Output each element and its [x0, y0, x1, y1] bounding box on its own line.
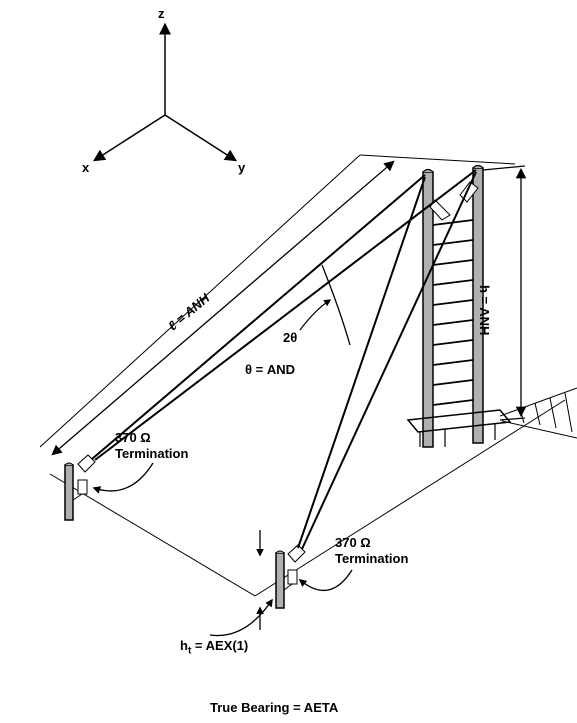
arrow-to-ht	[210, 600, 272, 636]
termination-left-label: 370 Ω Termination	[115, 430, 188, 461]
axis-x-label: x	[82, 160, 89, 175]
true-bearing-label: True Bearing = AETA	[210, 700, 338, 715]
angle-2theta-label: 2θ	[283, 330, 297, 345]
termination-front-label: 370 Ω Termination	[335, 535, 408, 566]
axis-z-label: z	[158, 6, 165, 21]
theta-label: θ = AND	[245, 362, 295, 377]
left-termination-pole	[65, 455, 95, 520]
arrow-to-2theta	[300, 300, 330, 330]
feed-line	[500, 388, 577, 438]
arrow-term-front	[300, 570, 352, 590]
height-label: h = ANH	[477, 285, 492, 335]
coordinate-axes	[95, 25, 235, 160]
ground-plane	[40, 155, 565, 596]
ht-label: ht = AEX(1)	[180, 638, 248, 657]
front-termination-pole	[276, 545, 305, 608]
arrow-term-left	[94, 463, 153, 491]
axis-y-label: y	[238, 160, 245, 175]
dimension-length	[53, 162, 393, 454]
